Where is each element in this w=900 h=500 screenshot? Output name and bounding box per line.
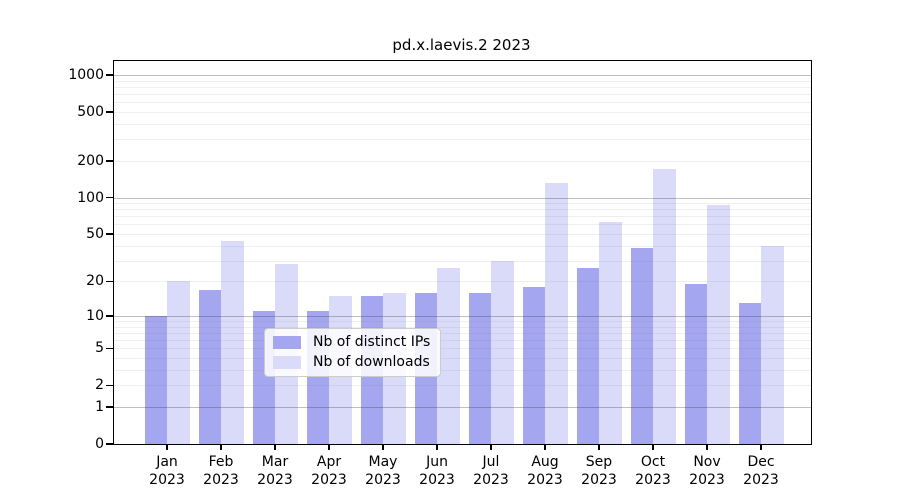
x-axis-tick xyxy=(706,444,708,450)
y-axis-tick xyxy=(106,384,114,387)
x-axis-tick-label: Mar 2023 xyxy=(257,454,293,488)
y-axis-tick xyxy=(106,74,114,76)
x-axis-tick xyxy=(598,444,600,450)
bar-downloads xyxy=(437,268,460,444)
x-axis-tick xyxy=(166,444,168,450)
y-axis-tick-label: 50 xyxy=(86,226,104,242)
legend-label-ip: Nb of distinct IPs xyxy=(313,334,431,350)
x-axis-tick xyxy=(652,444,654,450)
legend: Nb of distinct IPs Nb of downloads xyxy=(264,328,442,377)
gridline-minor xyxy=(114,80,811,82)
legend-row-distinct-ips: Nb of distinct IPs xyxy=(273,334,430,350)
y-axis-tick xyxy=(106,196,114,199)
y-axis-tick-label: 1 xyxy=(95,399,104,415)
x-axis-tick-label: Oct 2023 xyxy=(635,454,671,488)
bar-distinct-ips xyxy=(522,286,545,444)
x-axis-tick-label: Jan 2023 xyxy=(149,454,185,488)
x-axis-tick xyxy=(436,444,438,450)
gridline-minor xyxy=(114,139,811,141)
x-axis-tick xyxy=(382,444,384,450)
bar-downloads xyxy=(545,182,568,444)
chart-title: pd.x.laevis.2 2023 xyxy=(392,36,531,54)
bar-downloads xyxy=(761,245,784,444)
x-axis-tick xyxy=(328,444,330,450)
bar-downloads xyxy=(653,169,676,444)
y-axis-tick xyxy=(106,233,114,235)
x-axis-tick-label: Jun 2023 xyxy=(419,454,455,488)
x-axis-tick-label: Sep 2023 xyxy=(581,454,617,488)
y-axis-tick xyxy=(106,315,114,317)
x-axis-tick xyxy=(760,444,762,450)
x-axis-tick xyxy=(274,444,276,450)
bar-downloads xyxy=(221,240,244,444)
x-axis-tick-label: Aug 2023 xyxy=(527,454,563,488)
gridline-minor xyxy=(114,94,811,95)
y-axis-tick xyxy=(106,443,114,445)
y-axis-tick xyxy=(106,280,114,283)
gridline-major xyxy=(114,197,811,199)
x-axis-tick xyxy=(544,444,546,450)
y-axis-tick xyxy=(106,111,114,113)
y-axis-tick-label: 500 xyxy=(77,104,104,120)
x-axis-tick-label: Apr 2023 xyxy=(311,454,347,488)
x-axis-tick xyxy=(490,444,492,450)
bar-downloads xyxy=(491,260,514,444)
y-axis-tick-label: 10 xyxy=(86,307,104,324)
legend-row-downloads: Nb of downloads xyxy=(273,354,430,370)
y-axis-tick-label: 20 xyxy=(86,273,104,290)
x-axis-tick-label: Dec 2023 xyxy=(743,454,779,488)
bar-distinct-ips xyxy=(738,303,761,444)
y-axis-tick xyxy=(106,406,114,408)
y-axis-tick-label: 200 xyxy=(77,152,104,169)
x-axis-tick-label: May 2023 xyxy=(365,454,401,488)
bar-distinct-ips xyxy=(684,284,707,444)
legend-swatch-ip xyxy=(273,335,301,349)
y-axis-tick-label: 1000 xyxy=(68,67,104,83)
legend-swatch-dl xyxy=(273,355,301,369)
plot-area: 0 1 2 5 10 20 50 100 200 500 1000 Jan 2023 Feb 2023 Mar… xyxy=(68,60,812,488)
x-axis-tick-label: Feb 2023 xyxy=(203,454,239,488)
bar-downloads xyxy=(707,204,730,444)
y-axis-tick xyxy=(106,160,114,162)
bar-distinct-ips xyxy=(198,289,221,444)
x-axis-tick xyxy=(220,444,222,450)
x-axis-tick-label: Jul 2023 xyxy=(473,454,509,488)
bar-downloads xyxy=(167,281,190,444)
gridline-major xyxy=(114,75,811,76)
bar-distinct-ips xyxy=(576,268,599,444)
y-axis-tick-label: 2 xyxy=(95,377,104,394)
y-axis-tick-label: 5 xyxy=(95,340,104,357)
bar-distinct-ips xyxy=(144,315,167,444)
bar-downloads xyxy=(599,221,622,444)
gridline-minor xyxy=(114,123,811,125)
y-axis-tick-label: 100 xyxy=(77,189,104,206)
bar-distinct-ips xyxy=(468,292,491,444)
x-axis-tick-label: Nov 2023 xyxy=(689,454,725,488)
gridline-minor xyxy=(114,112,811,113)
gridline-minor xyxy=(114,160,811,162)
legend-label-dl: Nb of downloads xyxy=(313,354,430,370)
bar-distinct-ips xyxy=(630,248,653,444)
gridline-minor xyxy=(114,86,811,88)
y-axis-tick-label: 0 xyxy=(95,436,104,452)
gridline-minor xyxy=(114,102,811,104)
y-axis-tick xyxy=(106,347,114,350)
